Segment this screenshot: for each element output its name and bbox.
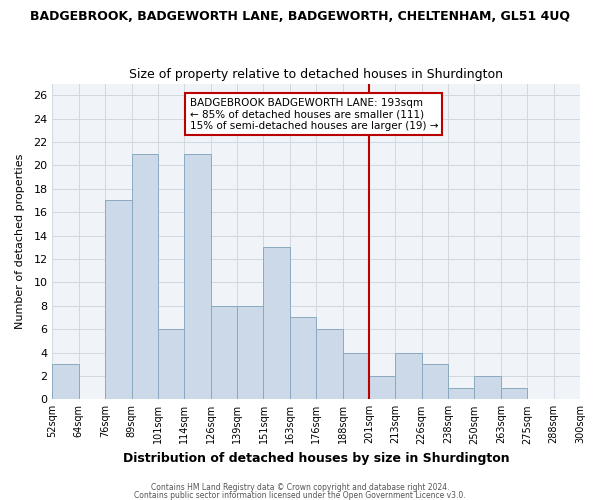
Bar bbox=[237, 306, 263, 400]
Bar bbox=[263, 248, 290, 400]
Bar bbox=[448, 388, 475, 400]
Bar bbox=[105, 200, 131, 400]
Y-axis label: Number of detached properties: Number of detached properties bbox=[15, 154, 25, 329]
Bar bbox=[184, 154, 211, 400]
Text: Contains HM Land Registry data © Crown copyright and database right 2024.: Contains HM Land Registry data © Crown c… bbox=[151, 484, 449, 492]
Bar bbox=[501, 388, 527, 400]
Bar bbox=[422, 364, 448, 400]
Text: Contains public sector information licensed under the Open Government Licence v3: Contains public sector information licen… bbox=[134, 491, 466, 500]
Bar bbox=[475, 376, 501, 400]
Title: Size of property relative to detached houses in Shurdington: Size of property relative to detached ho… bbox=[129, 68, 503, 81]
Bar bbox=[290, 318, 316, 400]
Text: BADGEBROOK BADGEWORTH LANE: 193sqm
← 85% of detached houses are smaller (111)
15: BADGEBROOK BADGEWORTH LANE: 193sqm ← 85%… bbox=[190, 98, 438, 131]
X-axis label: Distribution of detached houses by size in Shurdington: Distribution of detached houses by size … bbox=[123, 452, 509, 465]
Bar bbox=[395, 352, 422, 400]
Bar bbox=[158, 329, 184, 400]
Bar bbox=[131, 154, 158, 400]
Bar bbox=[369, 376, 395, 400]
Bar bbox=[52, 364, 79, 400]
Bar bbox=[211, 306, 237, 400]
Bar bbox=[316, 329, 343, 400]
Text: BADGEBROOK, BADGEWORTH LANE, BADGEWORTH, CHELTENHAM, GL51 4UQ: BADGEBROOK, BADGEWORTH LANE, BADGEWORTH,… bbox=[30, 10, 570, 23]
Bar bbox=[343, 352, 369, 400]
